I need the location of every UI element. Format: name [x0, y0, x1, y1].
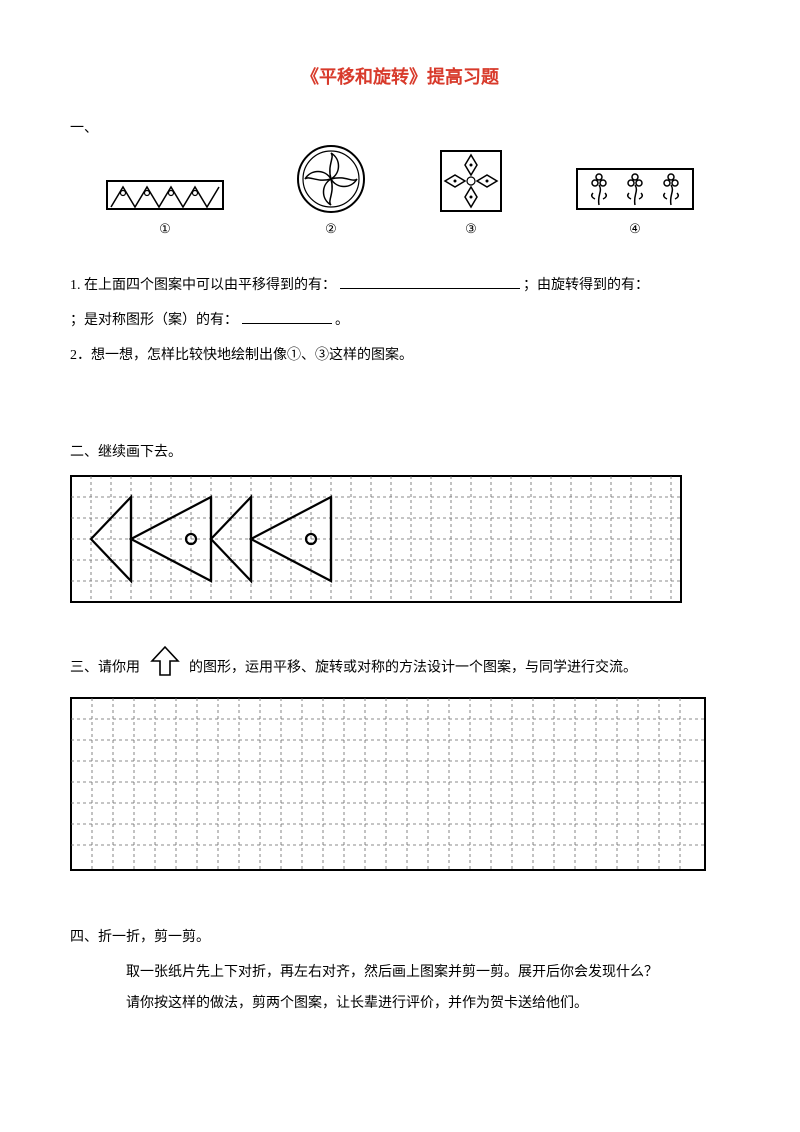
q1-suffix: 。: [335, 313, 349, 328]
section4-line1: 取一张纸片先上下对折，再左右对齐，然后画上图案并剪一剪。展开后你会发现什么？: [126, 958, 730, 989]
pattern-1-svg: [105, 175, 225, 215]
pattern-4-num: ④: [629, 217, 641, 242]
page-title: 《平移和旋转》提高习题: [70, 60, 730, 94]
section3-suffix: 的图形，运用平移、旋转或对称的方法设计一个图案，与同学进行交流。: [189, 660, 637, 675]
q1-line1: 1. 在上面四个图案中可以由平移得到的有： ；由旋转得到的有：: [70, 271, 730, 302]
section4-heading: 四、折一折，剪一剪。: [70, 923, 730, 954]
section2-heading: 二、继续画下去。: [70, 438, 730, 469]
title-text: 《平移和旋转》提高习题: [301, 67, 499, 87]
q1-blank-2[interactable]: [242, 310, 332, 324]
q1-line2: ；是对称图形（案）的有： 。: [70, 306, 730, 337]
q1-mid: ；由旋转得到的有：: [523, 278, 649, 293]
section1-label: 一、: [70, 121, 98, 136]
section3-heading: 三、请你用 的图形，运用平移、旋转或对称的方法设计一个图案，与同学进行交流。: [70, 645, 730, 692]
section-3: 三、请你用 的图形，运用平移、旋转或对称的方法设计一个图案，与同学进行交流。: [70, 645, 730, 872]
section3-prefix: 三、请你用: [70, 660, 140, 675]
q1-prefix: 1. 在上面四个图案中可以由平移得到的有：: [70, 278, 336, 293]
section-4: 四、折一折，剪一剪。 取一张纸片先上下对折，再左右对齐，然后画上图案并剪一剪。展…: [70, 923, 730, 1019]
pattern-1-num: ①: [159, 217, 171, 242]
section3-grid[interactable]: [70, 697, 706, 871]
pattern-2-num: ②: [325, 217, 337, 242]
section-1: 一、 ①: [70, 116, 730, 372]
section-2: 二、继续画下去。: [70, 438, 730, 603]
q1-line2-prefix: ；是对称图形（案）的有：: [70, 313, 238, 328]
pattern-3: ③: [437, 147, 505, 242]
q1-blank-1[interactable]: [340, 275, 520, 289]
patterns-row: ① ②: [70, 143, 730, 242]
section4-body: 取一张纸片先上下对折，再左右对齐，然后画上图案并剪一剪。展开后你会发现什么？ 请…: [70, 958, 730, 1020]
pattern-3-num: ③: [465, 217, 477, 242]
pattern-3-svg: [437, 147, 505, 215]
section2-grid[interactable]: [70, 475, 682, 603]
pattern-2-svg: [295, 143, 367, 215]
pattern-4: ④: [575, 165, 695, 242]
pattern-1: ①: [105, 175, 225, 242]
section4-line2: 请你按这样的做法，剪两个图案，让长辈进行评价，并作为贺卡送给他们。: [126, 989, 730, 1020]
q2: 2．想一想，怎样比较快地绘制出像①、③这样的图案。: [70, 341, 730, 372]
arrow-icon: [148, 645, 182, 692]
pattern-2: ②: [295, 143, 367, 242]
pattern-4-svg: [575, 165, 695, 215]
